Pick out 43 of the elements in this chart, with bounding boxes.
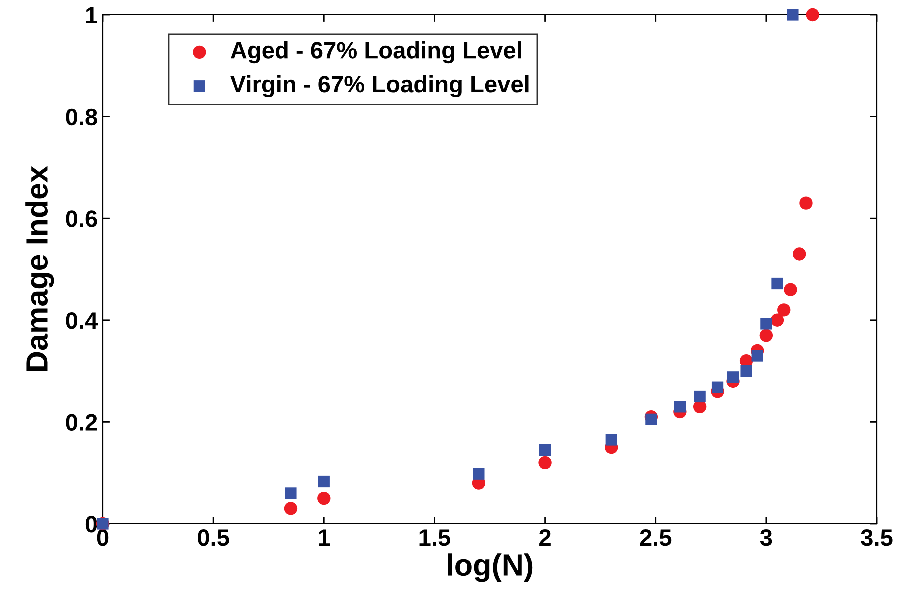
point <box>284 502 298 516</box>
y-tick-label: 0.8 <box>66 108 98 126</box>
y-axis-title: Damage Index <box>26 166 54 372</box>
point <box>646 414 658 426</box>
point <box>473 468 485 480</box>
x-tick-label: 2.5 <box>640 529 672 546</box>
x-tick-label: 0 <box>97 529 109 546</box>
y-tick-label: 0.6 <box>66 210 98 228</box>
x-tick-label: 1 <box>319 530 330 546</box>
x-tick-label: 0.5 <box>198 529 230 546</box>
point <box>694 390 706 403</box>
point <box>606 434 618 446</box>
point <box>538 456 552 470</box>
point <box>793 248 806 261</box>
point <box>770 314 784 327</box>
point <box>806 8 820 22</box>
point <box>674 401 686 413</box>
legend-label: Virgin - 67% Loading Level <box>230 75 529 98</box>
point <box>760 318 772 330</box>
y-tick-label: 0 <box>86 516 98 533</box>
point <box>285 488 297 500</box>
point <box>778 304 791 317</box>
x-tick-label: 2 <box>540 529 551 546</box>
legend-label: Aged - 67% Loading Level <box>230 42 522 64</box>
point <box>787 9 799 21</box>
x-tick-label: 1.5 <box>420 530 450 546</box>
y-tick-label: 0.2 <box>66 414 98 431</box>
y-tick-label: 1 <box>86 7 98 24</box>
x-tick-label: 3 <box>760 529 772 546</box>
point <box>727 372 740 384</box>
x-axis-title: log(N) <box>448 554 533 582</box>
x-tick-label: 3.5 <box>861 529 893 546</box>
point <box>318 492 331 506</box>
y-tick-label: 0.4 <box>66 312 98 330</box>
point <box>539 444 552 456</box>
point <box>752 350 764 362</box>
point <box>784 283 798 296</box>
point <box>800 196 813 210</box>
point <box>740 365 752 378</box>
point <box>760 329 774 342</box>
point <box>772 278 784 290</box>
point <box>712 382 724 394</box>
point <box>318 476 330 488</box>
